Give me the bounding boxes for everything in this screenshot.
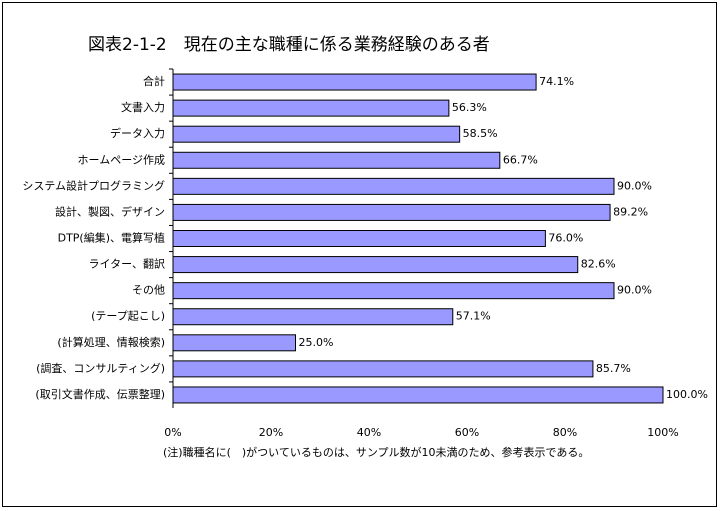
- value-label: 89.2%: [613, 205, 648, 218]
- value-label: 25.0%: [299, 336, 334, 349]
- value-label: 85.7%: [596, 362, 631, 375]
- value-label: 76.0%: [548, 232, 583, 245]
- y-tick-label: システム設計プログラミング: [22, 178, 165, 192]
- x-tick-label: 0%: [164, 426, 181, 439]
- y-tick-label: DTP(編集)、電算写植: [58, 231, 165, 245]
- y-tick-label: ホームページ作成: [78, 153, 165, 166]
- y-tick-label: 文書入力: [121, 100, 165, 114]
- bar: [172, 151, 501, 169]
- bar: [172, 334, 296, 352]
- x-tick-label: 80%: [553, 426, 577, 439]
- y-tick-label: その他: [132, 284, 165, 297]
- value-label: 82.6%: [581, 258, 616, 271]
- value-label: 57.1%: [456, 310, 491, 323]
- value-label: 74.1%: [539, 75, 574, 88]
- y-tick-label: 設計、製図、デザイン: [55, 204, 165, 218]
- x-tick-label: 100%: [647, 426, 678, 439]
- bar: [172, 203, 611, 221]
- bar: [172, 230, 546, 247]
- value-label: 90.0%: [617, 284, 652, 297]
- bar: [172, 386, 664, 404]
- bar: [172, 308, 454, 326]
- y-tick-label: (調査、コンサルティング): [36, 361, 165, 375]
- chart-title: 図表2-1-2 現在の主な職種に係る業務経験のある者: [88, 35, 490, 55]
- bar: [172, 125, 461, 143]
- value-label: 66.7%: [503, 153, 538, 166]
- value-label: 90.0%: [617, 179, 652, 192]
- y-tick-label: (取引文書作成、伝票整理): [35, 387, 165, 401]
- x-tick-label: 20%: [259, 426, 283, 439]
- y-tick-label: (テープ起こし): [91, 310, 165, 323]
- bar: [172, 360, 594, 378]
- y-tick-label: ライター、翻訳: [89, 257, 165, 271]
- bar: [172, 256, 579, 274]
- y-tick-label: 合計: [143, 74, 165, 88]
- note: (注)職種名に( )がついているものは、サンプル数が10未満のため、参考表示であ…: [163, 445, 589, 459]
- plot: 0% 20% 40% 60% 80% 100% 合計 74.1% 文書入力 56.3% データ入力 5…: [22, 68, 708, 439]
- value-label: 58.5%: [463, 127, 498, 140]
- y-tick-label: (計算処理、情報検索): [57, 335, 165, 349]
- bar: [172, 177, 615, 195]
- bar: [172, 99, 450, 117]
- bar: [172, 73, 537, 91]
- value-label: 100.0%: [666, 388, 708, 401]
- x-tick-label: 40%: [357, 426, 381, 439]
- bar: [172, 282, 615, 300]
- x-tick-label: 60%: [455, 426, 479, 439]
- y-tick-label: データ入力: [110, 126, 165, 140]
- value-label: 56.3%: [452, 101, 487, 114]
